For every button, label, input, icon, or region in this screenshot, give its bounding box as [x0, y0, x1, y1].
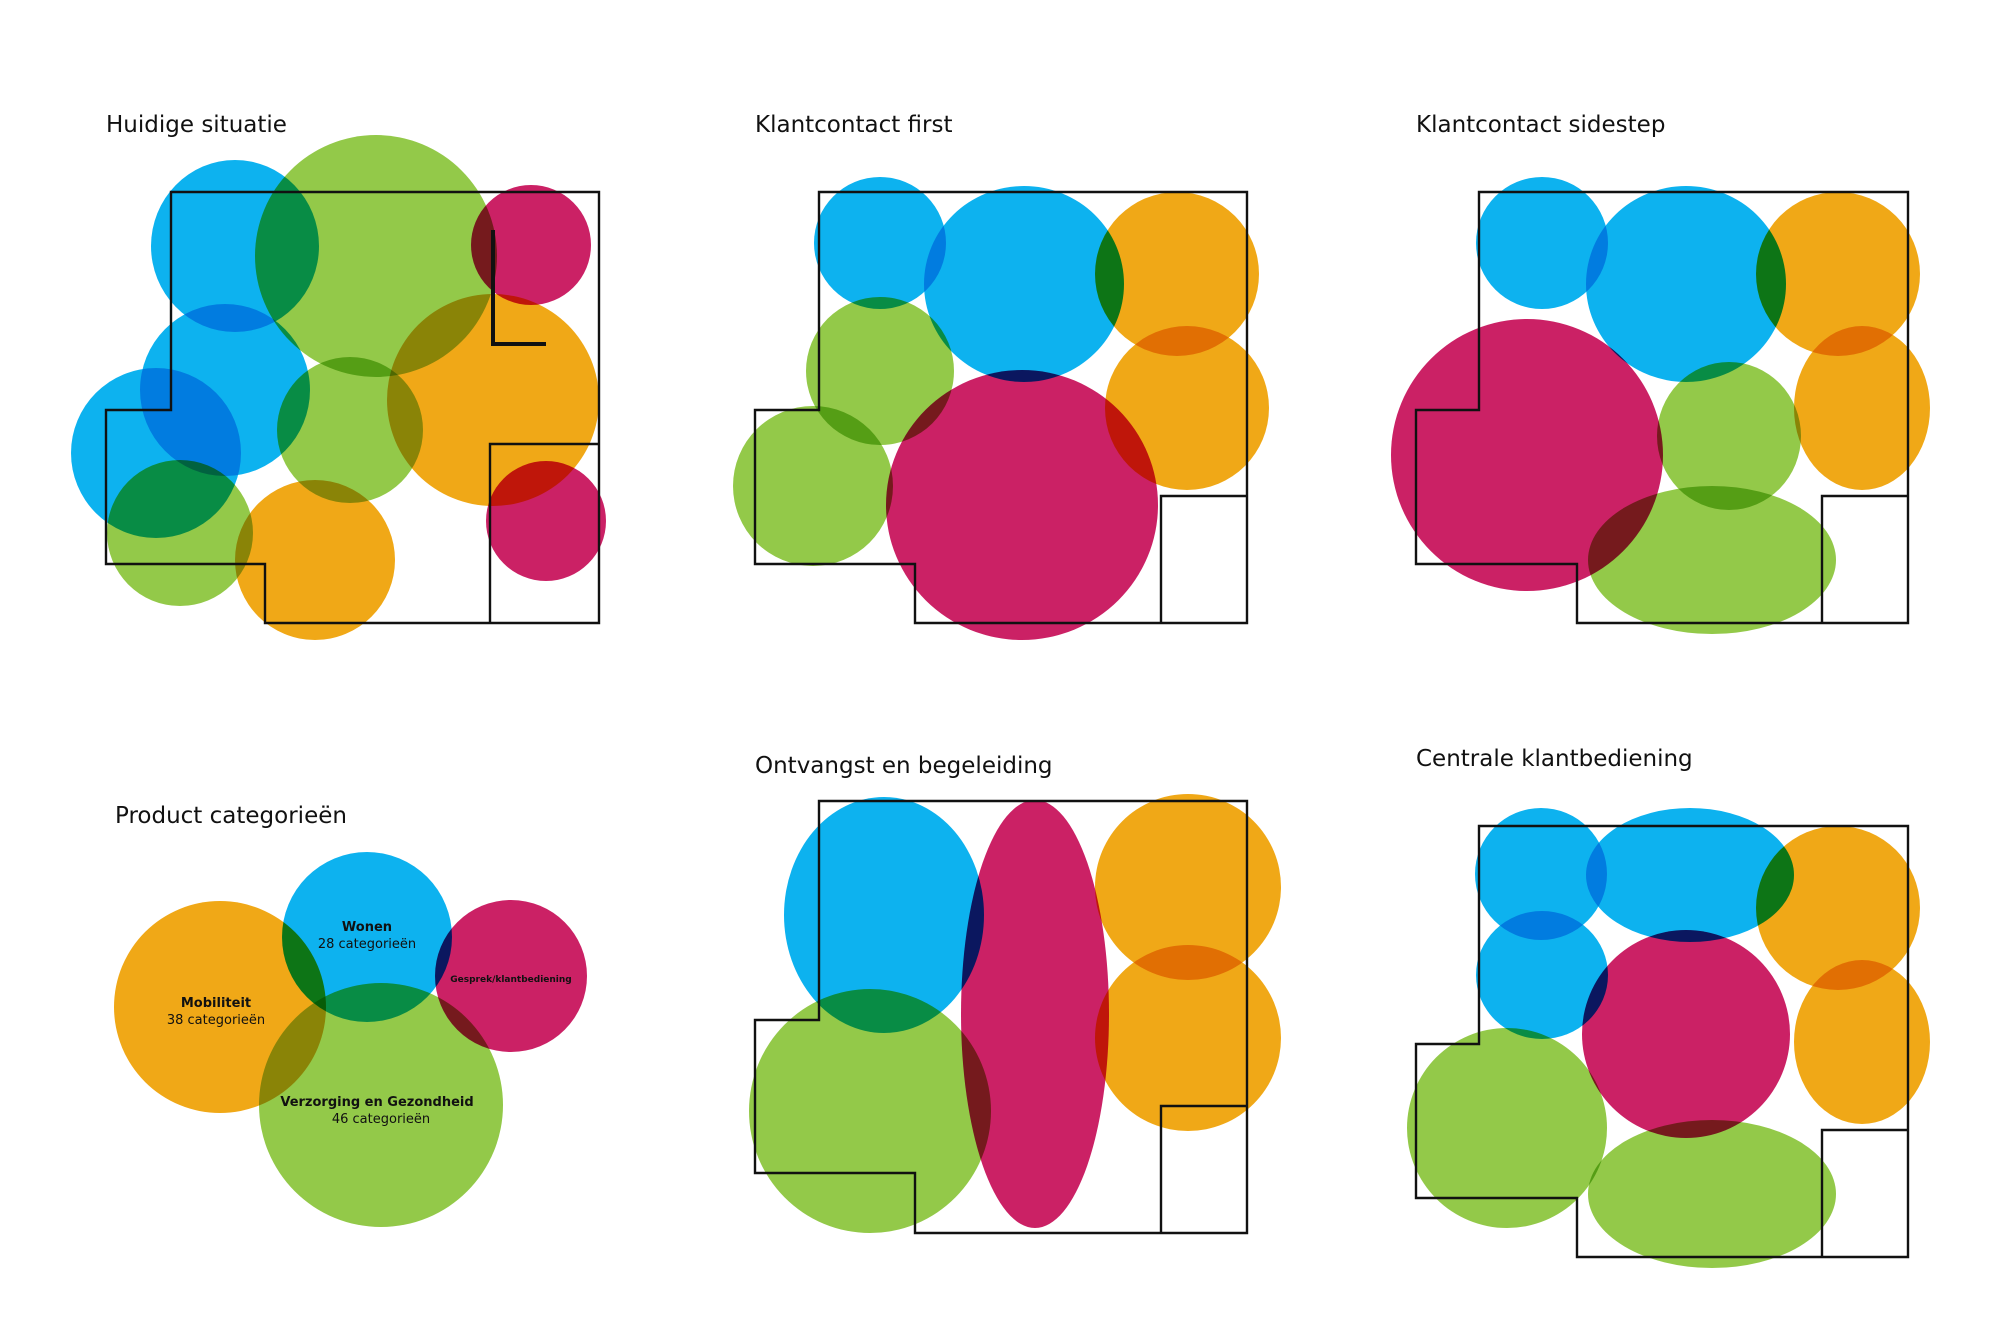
floor-plan-outline [1414, 190, 1910, 625]
mobiliteit-area [1095, 192, 1259, 356]
floor-plan-room [1820, 1128, 1908, 1257]
floor-plan-outline [753, 799, 1249, 1235]
floor-plan-room [1820, 494, 1908, 623]
panel-klantcontact-first: Klantcontact first [733, 112, 1269, 640]
wonen-area [924, 186, 1124, 382]
wonen-area [784, 797, 984, 1033]
mobiliteit-area [1794, 960, 1930, 1124]
verzorging-area [277, 357, 423, 503]
wonen-area [1476, 911, 1608, 1039]
verzorging-area [733, 406, 893, 566]
panel-product-categorieen: Product categorieën Mobiliteit 38 catego… [114, 803, 587, 1227]
panel-centrale-klantbediening: Centrale klantbediening [1407, 746, 1930, 1268]
gesprek-label: Gesprek/klantbediening [450, 975, 571, 985]
gesprek-area [1582, 930, 1790, 1138]
floor-plan-outline [1414, 824, 1910, 1259]
gesprek-area [961, 800, 1109, 1228]
mobiliteit-label: Mobiliteit [181, 996, 251, 1011]
wonen-label: Wonen [342, 920, 392, 935]
panel-title-centrale: Centrale klantbediening [1416, 746, 1693, 772]
verzorging-area [1588, 1120, 1836, 1268]
panel-title-first: Klantcontact first [755, 112, 953, 138]
gesprek-area [886, 370, 1158, 640]
floor-plan-room [1159, 494, 1247, 623]
verzorging-area [749, 989, 991, 1233]
panel-title-ontvangst: Ontvangst en begeleiding [755, 753, 1053, 779]
mobiliteit-area [1756, 192, 1920, 356]
wonen-area [1586, 808, 1794, 942]
wonen-count: 28 categorieën [318, 937, 416, 952]
mobiliteit-area [387, 294, 599, 506]
wonen-category-circle [282, 852, 452, 1022]
gesprek-area [471, 185, 591, 305]
floor-plan-outline [753, 190, 1249, 625]
panel-ontvangst-en-begeleiding: Ontvangst en begeleiding [749, 753, 1281, 1235]
floor-plan-outline [104, 190, 601, 625]
l-marker [491, 230, 546, 346]
verzorging-category-circle [259, 983, 503, 1227]
gesprek-area [486, 461, 606, 581]
verzorging-count: 46 categorieën [332, 1112, 430, 1127]
mobiliteit-area [1794, 326, 1930, 490]
mobiliteit-area [1756, 826, 1920, 990]
panel-klantcontact-sidestep: Klantcontact sidestep [1391, 112, 1930, 634]
wonen-area [1475, 808, 1607, 940]
wonen-area [1476, 177, 1608, 309]
floor-plan-room [1159, 1104, 1247, 1233]
mobiliteit-area [235, 480, 395, 640]
verzorging-area [1588, 486, 1836, 634]
wonen-area [814, 177, 946, 309]
verzorging-area [806, 297, 954, 445]
gesprek-category-circle [435, 900, 587, 1052]
wonen-area [1586, 186, 1786, 382]
floor-plan-room [488, 442, 599, 623]
mobiliteit-area [1095, 945, 1281, 1131]
panel-huidige-situatie: Huidige situatie [71, 112, 606, 640]
verzorging-area [107, 460, 253, 606]
panel-title-categories: Product categorieën [115, 803, 347, 829]
verzorging-area [1657, 362, 1801, 510]
verzorging-label: Verzorging en Gezondheid [280, 1095, 473, 1110]
gesprek-area [1391, 319, 1663, 591]
mobiliteit-area [1105, 326, 1269, 490]
verzorging-area [1407, 1028, 1607, 1228]
mobiliteit-count: 38 categorieën [167, 1013, 265, 1028]
panel-title-huidige: Huidige situatie [106, 112, 287, 138]
panel-title-sidestep: Klantcontact sidestep [1416, 112, 1665, 138]
mobiliteit-area [1095, 794, 1281, 980]
